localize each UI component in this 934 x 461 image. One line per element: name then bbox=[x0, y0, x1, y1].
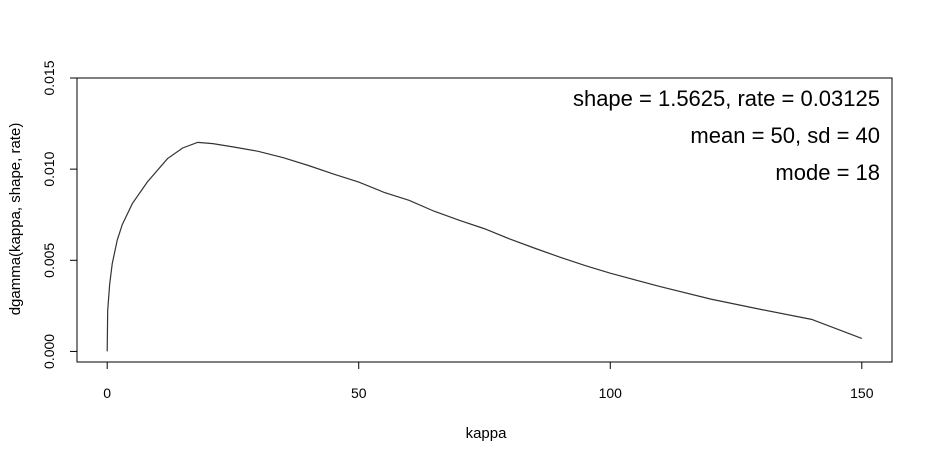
x-axis: 0 50 100 150 bbox=[103, 361, 874, 401]
y-tick-label: 0.005 bbox=[41, 243, 57, 278]
y-axis-title: dgamma(kappa, shape, rate) bbox=[7, 123, 24, 316]
y-tick-label: 0.010 bbox=[41, 151, 57, 186]
annotation-shape-rate: shape = 1.5625, rate = 0.03125 bbox=[573, 86, 880, 111]
x-tick-label: 0 bbox=[103, 385, 111, 401]
x-tick-label: 50 bbox=[351, 385, 367, 401]
x-tick-label: 150 bbox=[850, 385, 874, 401]
x-axis-title: kappa bbox=[466, 425, 508, 442]
density-curve bbox=[106, 141, 863, 352]
y-tick-label: 0.015 bbox=[41, 60, 57, 95]
y-axis: 0.000 0.005 0.010 0.015 bbox=[41, 60, 78, 369]
annotation-mean-sd: mean = 50, sd = 40 bbox=[690, 123, 880, 148]
annotation-mode: mode = 18 bbox=[775, 160, 880, 185]
y-tick-label: 0.000 bbox=[41, 334, 57, 369]
x-tick-label: 100 bbox=[599, 385, 623, 401]
